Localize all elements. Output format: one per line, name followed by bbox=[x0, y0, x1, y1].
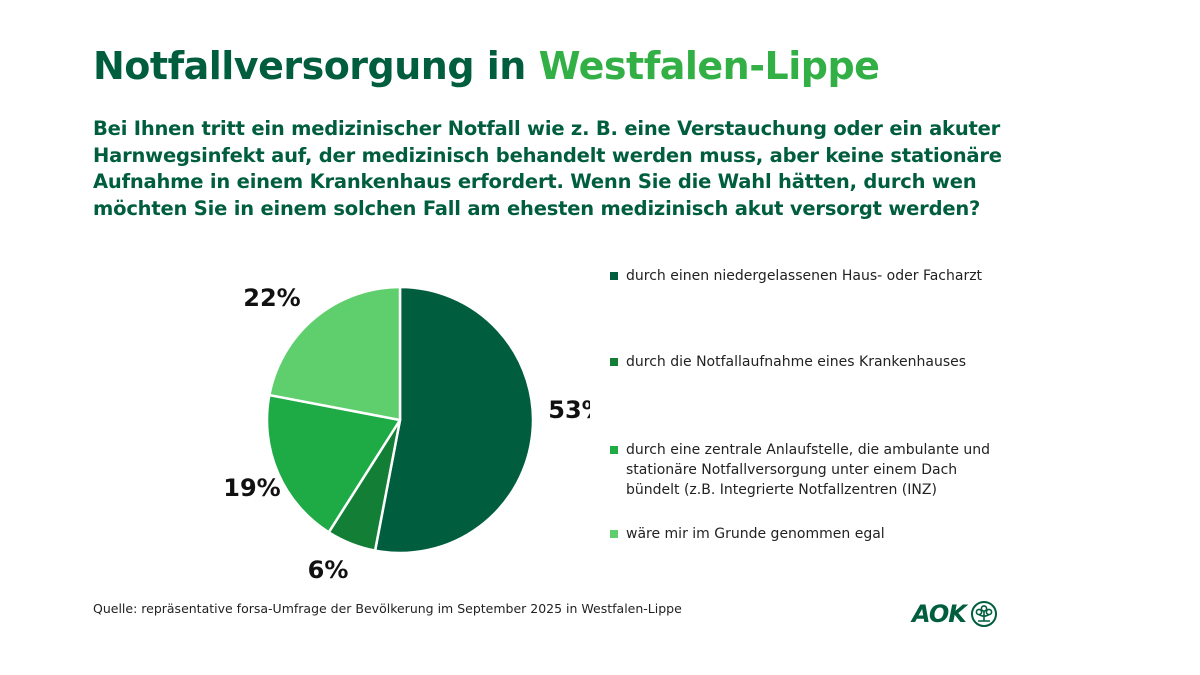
data-label-inz: 19% bbox=[223, 474, 280, 502]
pie-slice-inz bbox=[265, 393, 402, 534]
pie-slices bbox=[265, 285, 535, 555]
legend-label: durch die Notfallaufnahme eines Krankenh… bbox=[626, 354, 967, 370]
title-part-1: Notfallversorgung in bbox=[93, 44, 539, 88]
data-label-hausarzt: 53% bbox=[548, 396, 590, 424]
legend-swatch bbox=[610, 446, 618, 454]
legend-label: durch eine zentrale Anlaufstelle, die am… bbox=[626, 442, 991, 498]
pie-chart: 53% 6% 19% 22% bbox=[223, 284, 590, 584]
legend-item-hausarzt: durch einen niedergelassenen Haus- oder … bbox=[610, 266, 1006, 286]
legend-item-egal: wäre mir im Grunde genommen egal bbox=[610, 524, 1006, 544]
legend-swatch bbox=[610, 530, 618, 538]
pie-slice-hausarzt bbox=[373, 285, 535, 555]
aok-logo: AOK bbox=[912, 600, 998, 628]
legend-swatch bbox=[610, 272, 618, 280]
title-part-2: Westfalen-Lippe bbox=[538, 44, 880, 88]
legend-label: wäre mir im Grunde genommen egal bbox=[626, 526, 885, 542]
legend-item-inz: durch eine zentrale Anlaufstelle, die am… bbox=[610, 440, 1006, 500]
pie-labels: 53% 6% 19% 22% bbox=[223, 284, 590, 584]
pie-slice-egal bbox=[268, 285, 402, 422]
legend-label: durch einen niedergelassenen Haus- oder … bbox=[626, 268, 983, 284]
data-label-notfallaufnahme: 6% bbox=[308, 556, 349, 584]
data-label-egal: 22% bbox=[243, 284, 300, 312]
aok-tree-icon bbox=[970, 601, 997, 627]
page-title: Notfallversorgung in Westfalen-Lippe bbox=[93, 44, 880, 88]
legend-item-notfallaufnahme: durch die Notfallaufnahme eines Krankenh… bbox=[610, 352, 1006, 372]
legend-swatch bbox=[610, 358, 618, 366]
survey-question: Bei Ihnen tritt ein medizinischer Notfal… bbox=[93, 117, 1002, 220]
logo-text: AOK bbox=[912, 600, 967, 628]
source-note: Quelle: repräsentative forsa-Umfrage der… bbox=[93, 601, 682, 616]
